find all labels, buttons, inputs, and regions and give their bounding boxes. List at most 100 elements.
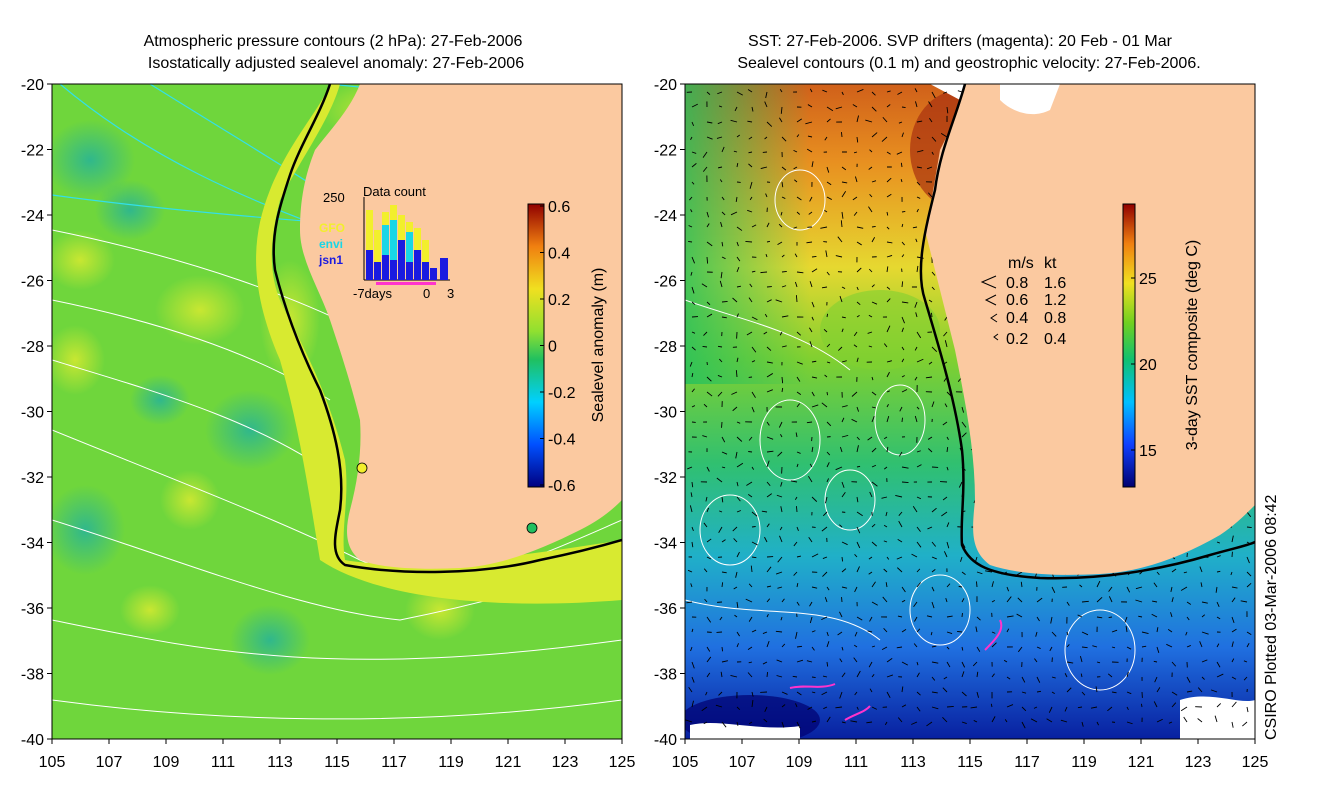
velocity-arrow [916, 358, 924, 363]
velocity-arrow [780, 211, 783, 216]
velocity-arrow [1156, 571, 1160, 576]
velocity-arrow [703, 331, 708, 336]
velocity-arrow [1183, 571, 1188, 574]
inset-bar [430, 268, 437, 280]
velocity-arrow [896, 646, 903, 649]
velocity-arrow [1141, 645, 1147, 648]
cloud-patch [690, 722, 800, 739]
velocity-arrow [1231, 628, 1237, 633]
velocity-arrow [1246, 571, 1252, 577]
velocity-arrow [900, 162, 903, 168]
velocity-arrow [911, 553, 918, 558]
velocity-arrow [927, 192, 933, 198]
velocity-arrow [809, 463, 813, 468]
velocity-arrow [794, 281, 798, 288]
velocity-arrow [928, 361, 933, 365]
velocity-arrow [869, 491, 873, 498]
velocity-arrow [1141, 631, 1149, 634]
inset-bar [382, 255, 389, 280]
velocity-arrow [793, 571, 798, 576]
velocity-arrow [688, 241, 693, 243]
velocity-arrow [901, 316, 905, 324]
lat-tick-label: -36 [654, 601, 677, 618]
velocity-arrow [736, 706, 741, 711]
colorbar-tick-label: 0.6 [548, 199, 570, 216]
velocity-arrow [841, 646, 844, 651]
velocity-arrow [886, 691, 891, 699]
velocity-arrow [824, 597, 828, 603]
velocity-arrow [826, 118, 831, 123]
lat-tick-label: -26 [21, 274, 44, 291]
velocity-arrow [868, 206, 873, 213]
velocity-arrow [1215, 586, 1218, 593]
velocity-arrow [900, 178, 903, 183]
velocity-arrow [881, 496, 888, 499]
lat-tick-label: -40 [21, 732, 44, 749]
velocity-arrow [691, 181, 695, 185]
lon-tick-label: 115 [324, 754, 350, 771]
velocity-arrow [914, 88, 918, 93]
velocity-arrow [946, 615, 953, 618]
velocity-arrow [702, 166, 708, 172]
velocity-arrow [751, 556, 757, 559]
velocity-arrow [1216, 570, 1221, 573]
lat-tick-label: -24 [21, 208, 44, 225]
velocity-arrow [946, 541, 950, 549]
velocity-arrow [883, 540, 888, 543]
velocity-arrow [826, 661, 829, 667]
isobath [919, 84, 1255, 580]
velocity-arrow [850, 720, 858, 723]
velocity-arrow [1201, 631, 1209, 635]
velocity-arrow [886, 90, 891, 93]
velocity-arrow [927, 448, 933, 453]
velocity-arrow [811, 586, 818, 589]
inset-bar [422, 262, 429, 280]
velocity-arrow [946, 661, 951, 668]
velocity-arrow [706, 256, 709, 264]
velocity-arrow [898, 511, 903, 516]
velocity-arrow [746, 481, 753, 486]
velocity-arrow [766, 493, 772, 498]
velocity-arrow [1021, 706, 1027, 712]
velocity-arrow [826, 361, 831, 364]
velocity-arrow [928, 299, 933, 303]
velocity-arrow [775, 630, 783, 633]
velocity-arrow [931, 271, 936, 276]
velocity-arrow [1124, 616, 1128, 623]
velocity-arrow [811, 446, 814, 453]
velocity-arrow [1180, 706, 1188, 712]
velocity-arrow [794, 179, 798, 183]
velocity-arrow [841, 405, 848, 408]
velocity-arrow [901, 661, 909, 666]
velocity-arrow [927, 526, 933, 530]
velocity-arrow [871, 674, 875, 678]
velocity-arrow [867, 436, 873, 441]
velocity-arrow [991, 716, 996, 723]
velocity-arrow [882, 596, 888, 603]
velocity-arrow [826, 391, 828, 396]
velocity-arrow [1156, 718, 1163, 723]
velocity-arrow [1171, 691, 1178, 696]
velocity-arrow [1214, 715, 1218, 723]
sst-map [685, 84, 1255, 739]
velocity-arrow [718, 105, 723, 108]
sla-high-blob [52, 230, 115, 290]
velocity-arrow [1092, 645, 1098, 648]
velocity-arrow [916, 166, 922, 169]
lon-tick-label: 125 [609, 754, 636, 771]
lat-tick-label: -38 [21, 667, 44, 684]
velocity-arrow [719, 510, 723, 513]
velocity-arrow [811, 676, 816, 679]
velocity-arrow [811, 646, 815, 651]
velocity-arrow [811, 496, 818, 502]
velocity-arrow [805, 121, 813, 125]
lat-tick-label: -30 [654, 405, 677, 422]
velocity-arrow [749, 196, 753, 201]
sst-sla-contour [909, 574, 971, 646]
velocity-arrow [796, 526, 799, 531]
velocity-arrow [838, 346, 843, 351]
velocity-arrow [706, 241, 713, 247]
velocity-arrow [719, 179, 723, 183]
velocity-arrow [854, 631, 858, 637]
velocity-arrow [853, 344, 858, 348]
